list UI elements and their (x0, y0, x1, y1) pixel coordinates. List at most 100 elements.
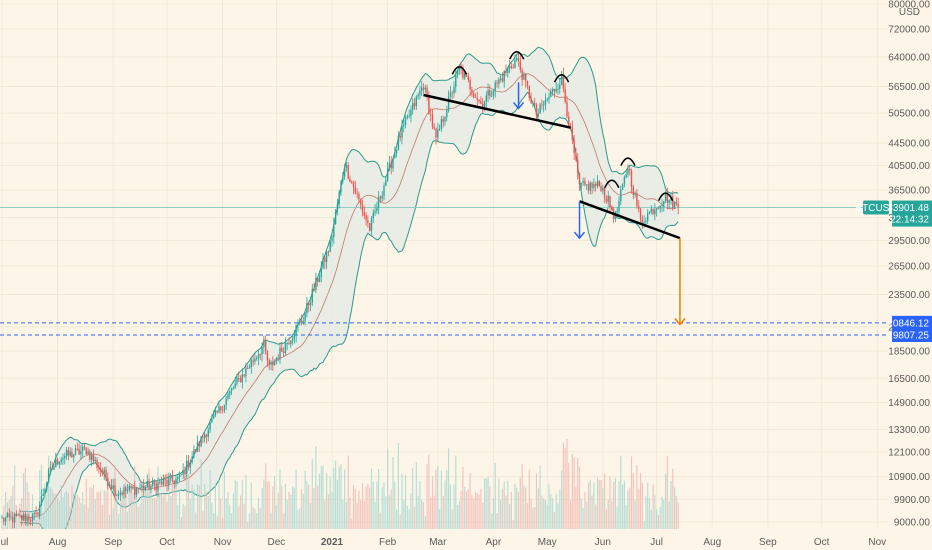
candle-body (73, 454, 75, 458)
candle-body (381, 195, 383, 199)
volume-bar (483, 478, 486, 529)
volume-bar (116, 490, 118, 529)
candle-body (541, 104, 543, 106)
candle-body (236, 378, 238, 384)
volume-bar (372, 481, 374, 529)
time-axis[interactable]: Jul Aug Sep Oct Nov Dec 2021 Feb Mar Apr May Jun Jul… (0, 529, 888, 550)
candle-body (523, 73, 525, 80)
volume-bar (236, 481, 238, 529)
volume-bar (57, 497, 59, 529)
volume-bar (652, 484, 654, 529)
volume-bar (64, 492, 66, 529)
candle-body (482, 103, 484, 107)
volume-bar (514, 483, 516, 529)
volume-bar (238, 506, 240, 529)
candle-body (620, 189, 622, 202)
volume-bar (379, 512, 381, 529)
volume-bar (630, 456, 633, 529)
candle-body (546, 99, 548, 100)
candle-body (261, 346, 263, 355)
candle-body (571, 126, 573, 140)
candle-body (657, 208, 660, 210)
candle-body (1, 517, 3, 519)
candle-body (464, 73, 466, 78)
candle-body (507, 68, 509, 73)
volume-bar (397, 443, 399, 529)
volume-bar (82, 492, 84, 529)
candle-body (430, 114, 432, 115)
volume-bar (5, 491, 7, 529)
volume-bar (408, 509, 410, 529)
candle-body (200, 436, 202, 447)
volume-bar (433, 495, 435, 529)
candle-body (171, 475, 174, 481)
volume-bar (189, 498, 191, 529)
candle-body (293, 335, 295, 339)
neckline-bottom (579, 200, 681, 240)
volume-bar (464, 487, 466, 529)
candle-body (629, 168, 631, 171)
volume-bar (35, 519, 37, 529)
volume-bar (570, 500, 572, 529)
volume-bar (166, 501, 168, 529)
volume-bar (668, 501, 670, 529)
blue-arrow-1-head (573, 231, 586, 240)
volume-bar (476, 493, 478, 529)
x-tick-label-6: 2021 (321, 537, 344, 548)
candle-body (320, 268, 322, 277)
candle-body (257, 354, 260, 359)
candle-body (374, 210, 376, 213)
candle-body (580, 182, 582, 185)
volume-bar (582, 508, 584, 529)
candle-body (403, 124, 405, 126)
volume-bar (51, 489, 53, 529)
volume-bar (252, 507, 254, 529)
candle-body (116, 494, 118, 496)
bollinger-upper (19, 46, 679, 513)
price-axis[interactable]: 9000.00 9900.00 10900.00 12100.00 13300.00 14… (888, 0, 932, 550)
volume-bar (130, 494, 132, 529)
x-tick-label-5: Dec (268, 537, 286, 548)
candle-body (600, 186, 602, 192)
volume-bar (98, 492, 100, 529)
candle-body (618, 201, 620, 211)
volume-bar (517, 491, 520, 529)
candle-body (39, 505, 41, 516)
candle-body (279, 347, 281, 360)
candle-body (227, 394, 229, 399)
grid (0, 0, 888, 529)
candle-body (652, 208, 654, 214)
candle-body (263, 339, 265, 347)
volume-bar (256, 513, 258, 529)
volume-bar (496, 513, 498, 529)
volume-bar (12, 485, 14, 529)
volume-bar (535, 473, 538, 529)
volume-bar (498, 478, 500, 529)
candle-body (266, 350, 269, 361)
candle-body (117, 494, 120, 496)
volume-bar (356, 503, 358, 529)
candle-body (338, 191, 340, 204)
candle-body (306, 303, 308, 314)
volume-bar (446, 470, 448, 529)
volume-bar (561, 470, 563, 529)
candle-body (300, 320, 303, 323)
candle-body (521, 70, 523, 80)
candle-body (78, 448, 80, 455)
candle-body (107, 478, 109, 486)
volume-bar (76, 495, 78, 529)
candle-body (182, 470, 184, 475)
candle-body (55, 459, 57, 467)
candle-body (437, 129, 439, 138)
candle-body (230, 388, 233, 391)
volume-bar (605, 509, 607, 529)
y-tick-label-18: 64000.00 (888, 52, 930, 63)
candle-body (286, 343, 288, 344)
last-price-tag (892, 200, 932, 227)
volume-bar (179, 489, 181, 529)
candle-body (340, 181, 342, 192)
volume-bar (14, 465, 16, 529)
volume-bar (440, 470, 442, 529)
volume-bar (378, 468, 380, 529)
